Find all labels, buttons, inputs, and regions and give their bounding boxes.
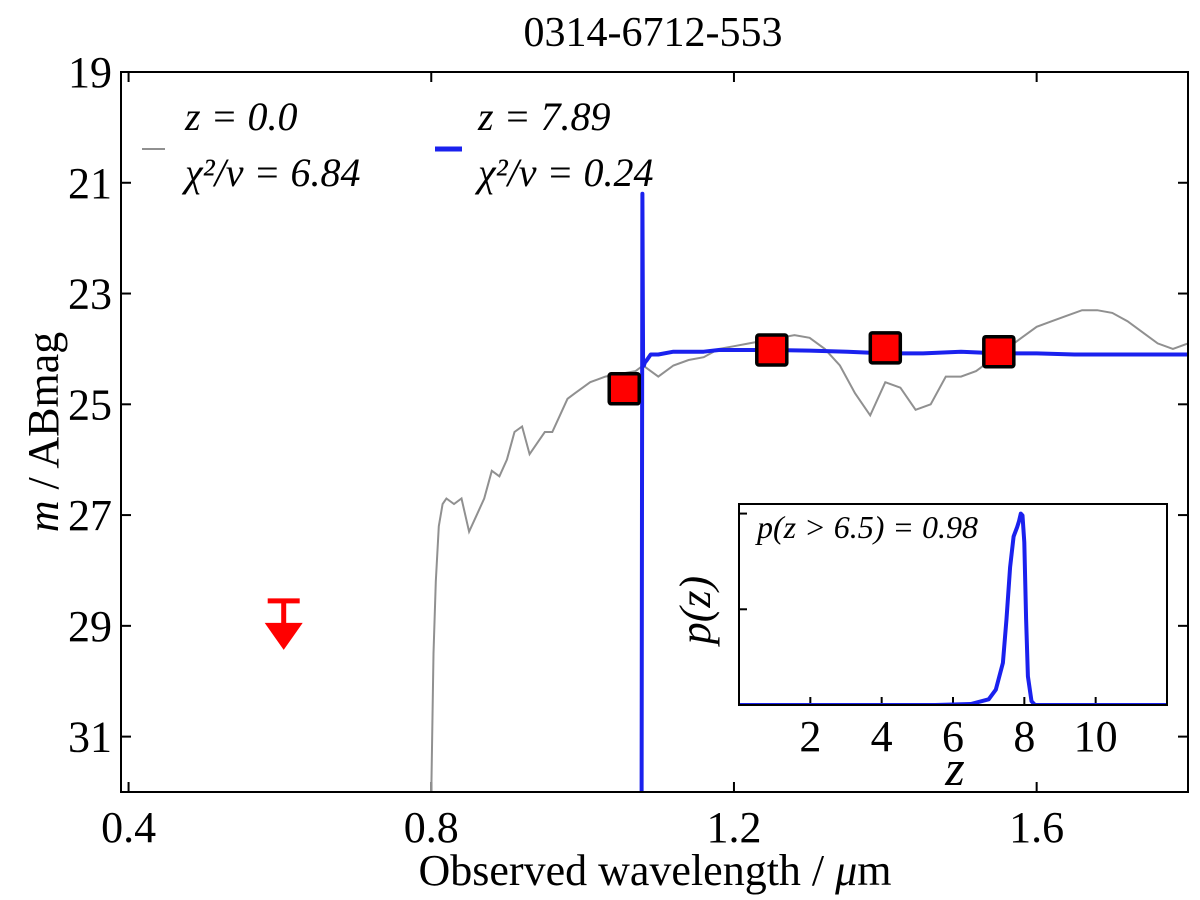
photometry-point (755, 333, 789, 367)
inset-x-label: z (944, 740, 964, 796)
photometry-point (607, 372, 641, 406)
inset-y-label: p(z) (671, 576, 720, 647)
low-z-template-line (430, 309, 1188, 792)
upper-limit-arrow (264, 598, 303, 650)
inset-x-tick-label: 2 (799, 712, 821, 761)
y-tick-label: 19 (68, 48, 112, 97)
inset-axis-tick-labels: 2 4 6 8 10 (799, 712, 1117, 761)
main-axis-tick-labels: 0.4 0.8 1.2 1.6 19 21 23 25 27 29 31 (68, 48, 1064, 852)
inset-frame (738, 503, 1168, 706)
upper-limit-markers (264, 598, 303, 650)
y-tick-label: 31 (68, 713, 112, 762)
redshift-pdf-line (739, 511, 1167, 705)
y-tick-label: 21 (68, 159, 112, 208)
legend-low-z-redshift: z = 0.0 (184, 94, 298, 139)
legend-high-z-chi2: χ²/ν = 0.24 (474, 150, 653, 195)
photometry-points (607, 331, 1016, 406)
y-axis-label: m / ABmag (19, 332, 68, 532)
y-tick-label: 29 (68, 602, 112, 651)
y-tick-label: 23 (68, 270, 112, 319)
y-tick-label: 27 (68, 491, 112, 540)
high-z-template-line (639, 191, 1188, 792)
inset-background (739, 504, 1167, 705)
redshift-pdf-inset: 2 4 6 8 10 p(z > 6.5) = 0.98 z p(z) (671, 503, 1168, 796)
x-axis-label: Observed wavelength / μm (419, 846, 892, 895)
inset-axis-ticks (739, 512, 1097, 705)
inset-annotation: p(z > 6.5) = 0.98 (755, 509, 978, 545)
x-tick-label: 1.6 (1009, 803, 1064, 852)
inset-x-tick-label: 6 (942, 712, 964, 761)
legend-high-z-redshift: z = 7.89 (477, 94, 611, 139)
inset-x-tick-label: 10 (1074, 712, 1118, 761)
legend: z = 0.0 χ²/ν = 6.84 z = 7.89 χ²/ν = 0.24 (142, 94, 653, 195)
y-tick-label: 25 (68, 380, 112, 429)
main-plot-frame (120, 71, 1189, 793)
inset-x-tick-label: 4 (871, 712, 893, 761)
inset-x-tick-label: 8 (1013, 712, 1035, 761)
photometry-point (982, 334, 1016, 369)
x-tick-label: 0.4 (101, 803, 156, 852)
legend-low-z-chi2: χ²/ν = 6.84 (181, 150, 360, 195)
x-tick-label: 0.8 (404, 803, 459, 852)
main-axis-ticks (121, 71, 1188, 792)
photometry-point (868, 331, 903, 365)
chart-title: 0314-6712-553 (524, 10, 783, 56)
x-tick-label: 1.2 (706, 803, 761, 852)
